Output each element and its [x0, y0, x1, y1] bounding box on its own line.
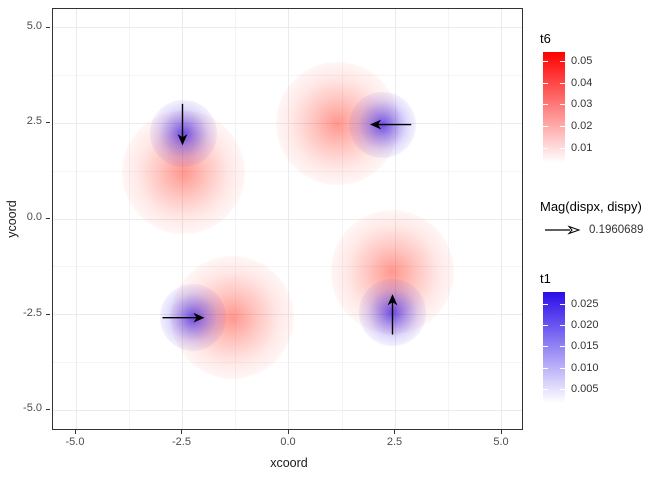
grid-line: [53, 266, 522, 268]
y-tick-mark: [46, 409, 50, 411]
colorbar-tick-label: 0.04: [571, 77, 593, 90]
y-tick-mark: [46, 26, 50, 28]
legend-t6-title: t6: [540, 31, 551, 46]
colorbar-tick: [543, 388, 548, 390]
colorbar-tick: [543, 147, 548, 149]
grid-line: [53, 122, 522, 124]
y-tick-label: 2.5: [26, 115, 42, 128]
x-tick-mark: [75, 430, 76, 434]
plot-panel: [52, 8, 523, 430]
y-tick-label: -5.0: [23, 402, 42, 415]
x-tick-mark: [181, 430, 183, 434]
y-tick-label: -2.5: [23, 306, 42, 319]
grid-line: [53, 170, 522, 172]
colorbar-tick: [560, 304, 565, 306]
y-tick-mark: [46, 218, 50, 219]
colorbar-tick: [543, 125, 548, 127]
grid-line: [53, 27, 522, 29]
colorbar-tick-label: 0.02: [571, 119, 593, 132]
colorbar-tick: [560, 325, 565, 327]
y-axis-title: ycoord: [5, 200, 19, 238]
grid-line: [53, 409, 522, 411]
colorbar-tick: [543, 83, 548, 85]
colorbar-tick-label: 0.025: [571, 298, 599, 311]
x-axis-title: xcoord: [270, 456, 308, 470]
density-blob-t1: [150, 100, 217, 167]
colorbar-tick: [560, 346, 565, 348]
x-tick-mark: [394, 430, 396, 434]
grid-line: [53, 75, 522, 77]
colorbar-tick-label: 0.03: [571, 98, 593, 111]
colorbar-tick: [543, 325, 548, 327]
colorbar-tick: [543, 61, 548, 63]
grid-line: [53, 361, 522, 363]
x-tick-label: 0.0: [280, 436, 296, 448]
legend-t1-title: t1: [540, 271, 551, 286]
x-tick-mark: [500, 430, 502, 434]
colorbar-tick: [543, 304, 548, 306]
y-tick-label: 5.0: [26, 19, 42, 32]
grid-layer: [53, 9, 522, 429]
colorbar-tick-label: 0.05: [571, 55, 593, 68]
colorbar-tick-label: 0.015: [571, 340, 599, 353]
x-tick-label: -5.0: [65, 436, 85, 448]
y-tick-mark: [46, 313, 50, 315]
colorbar-tick: [543, 104, 548, 106]
grid-line: [53, 314, 522, 316]
colorbar-tick: [543, 346, 548, 348]
grid-line: [53, 218, 522, 220]
colorbar-tick-label: 0.020: [571, 319, 599, 332]
colorbar-tick: [560, 83, 565, 85]
colorbar-tick-label: 0.005: [571, 382, 599, 395]
legend-arrow-icon: [545, 225, 581, 235]
quiver-layer: [162, 103, 412, 335]
colorbar-tick: [543, 367, 548, 369]
x-tick-mark: [287, 430, 289, 434]
t6-colorbar: [543, 52, 565, 163]
x-tick-label: -2.5: [172, 436, 191, 448]
colorbar-tick: [560, 61, 565, 63]
colorbar-tick-label: 0.01: [571, 141, 593, 154]
colorbar-tick-label: 0.010: [571, 361, 599, 374]
colorbar-tick: [560, 104, 565, 106]
y-tick-label: 0.0: [26, 211, 42, 223]
x-tick-label: 2.5: [386, 436, 403, 448]
colorbar-tick: [560, 388, 565, 390]
y-tick-mark: [46, 122, 50, 124]
t1-colorbar: [543, 292, 565, 403]
legend-mag-key: 0.1960689: [543, 222, 643, 238]
legend-mag-value: 0.1960689: [589, 224, 644, 236]
legend-mag-title: Mag(dispx, dispy): [540, 199, 642, 214]
colorbar-tick: [560, 147, 565, 149]
x-tick-label: 5.0: [493, 436, 509, 448]
colorbar-tick: [560, 125, 565, 127]
colorbar-tick: [560, 367, 565, 369]
